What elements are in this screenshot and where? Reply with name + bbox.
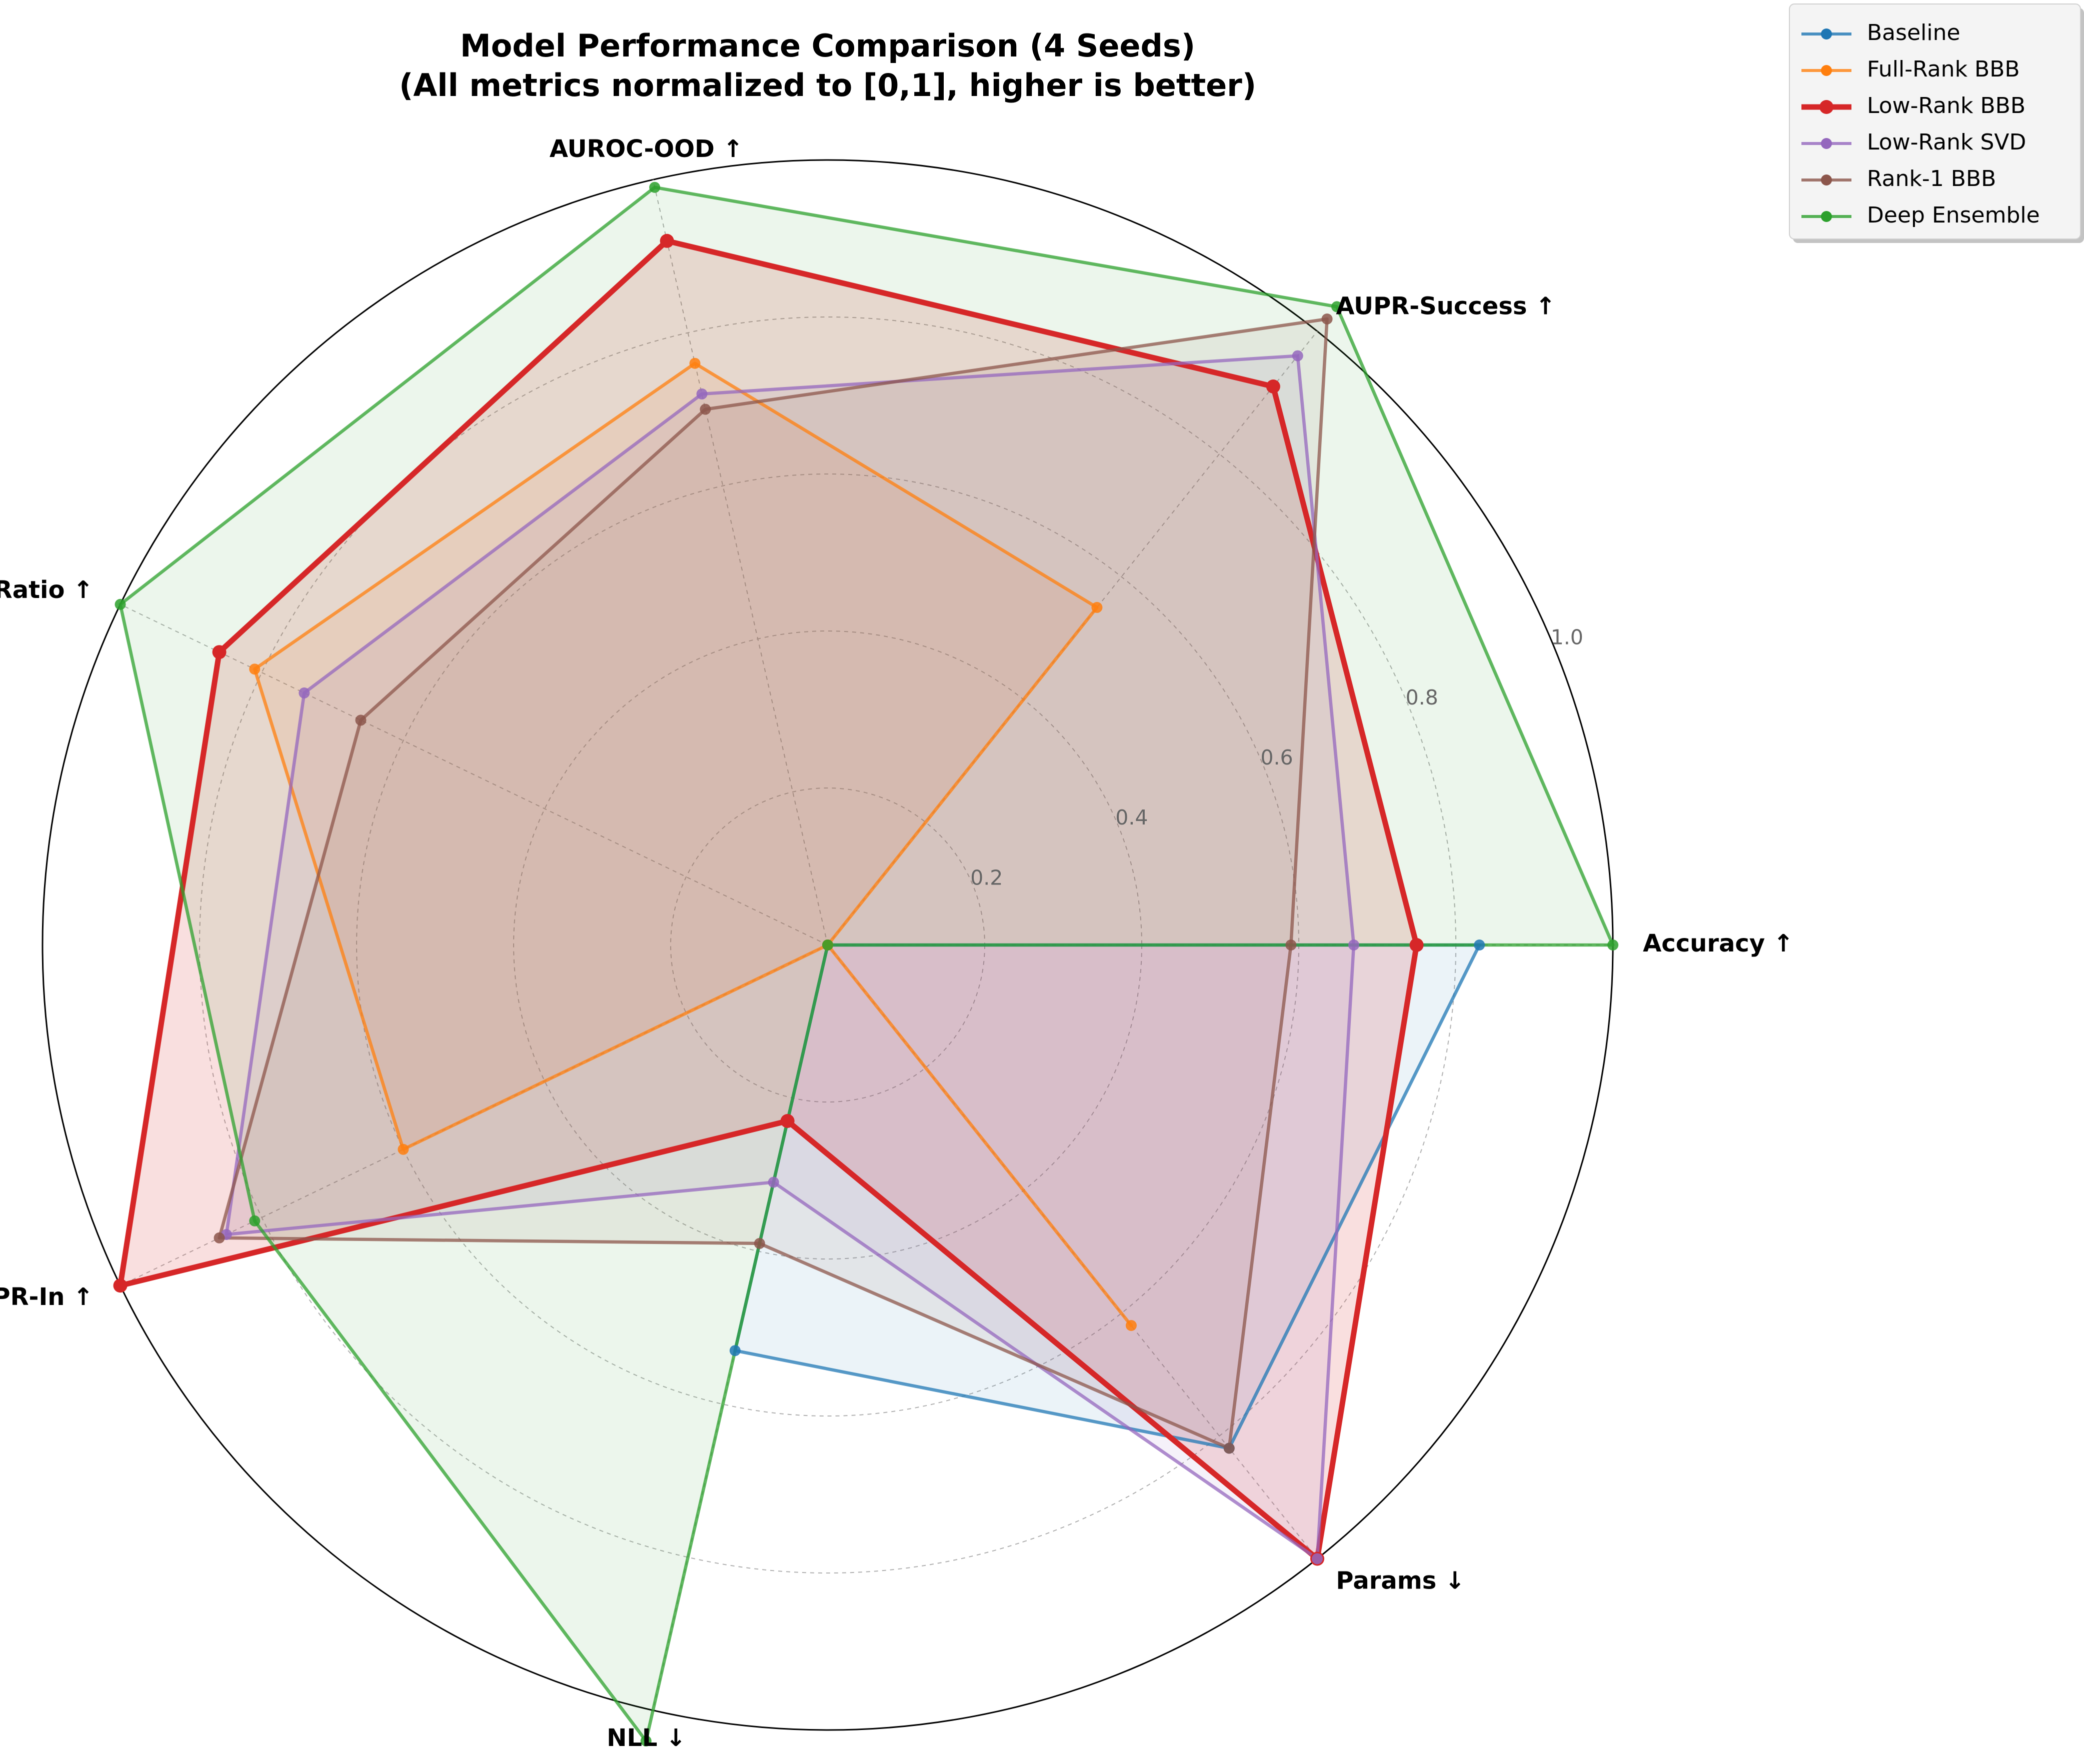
point-rank-1-bbb-params — [1223, 1442, 1235, 1454]
point-full-rank-bbb-auroc-ood — [689, 358, 701, 369]
point-low-rank-svd-accuracy — [1348, 940, 1359, 950]
chart-title: Model Performance Comparison (4 Seeds) — [460, 28, 1195, 64]
legend-swatch-marker — [1821, 174, 1832, 186]
series-fill-rank-1-bbb — [219, 319, 1327, 1448]
point-low-rank-svd-auroc-ood — [696, 388, 708, 400]
legend-item-deep-ensemble: Deep Ensemble — [1801, 202, 2040, 228]
point-deep-ensemble-mi-ratio — [115, 598, 126, 610]
series-line-full-rank-bbb — [253, 362, 1133, 1328]
axis-label-mi-ratio: MI Ratio ↑ — [0, 576, 93, 604]
legend-label: Deep Ensemble — [1867, 202, 2040, 228]
point-rank-1-bbb-auroc-ood — [700, 404, 711, 415]
legend-item-baseline: Baseline — [1801, 20, 1960, 46]
point-deep-ensemble-nll — [640, 1735, 652, 1746]
legend-swatch-marker — [1821, 65, 1832, 76]
legend-swatch-marker — [1821, 211, 1832, 222]
chart-legend: Baseline Full-Rank BBB Low-Rank BBB Low-Ran… — [1789, 4, 2084, 243]
point-deep-ensemble-aupr-in — [249, 1215, 261, 1226]
point-rank-1-bbb-mi-ratio — [355, 714, 367, 726]
radial-tick-labels: 0.2 0.4 0.6 0.8 1.0 — [970, 626, 1583, 890]
point-deep-ensemble-auroc-ood — [649, 182, 661, 193]
series-fill-baseline — [735, 945, 1480, 1448]
legend-swatch-marker — [1821, 28, 1832, 40]
legend-swatch-marker — [1821, 138, 1832, 149]
radial-tick-label: 0.2 — [970, 866, 1003, 890]
legend-label: Full-Rank BBB — [1867, 56, 2020, 82]
legend-label: Rank-1 BBB — [1867, 166, 1996, 192]
point-deep-ensemble-aupr-success — [1331, 301, 1342, 312]
point-full-rank-bbb-params — [1125, 1320, 1137, 1331]
point-low-rank-svd-mi-ratio — [299, 687, 310, 698]
point-low-rank-svd-aupr-success — [1292, 350, 1303, 362]
chart-subtitle: (All metrics normalized to [0,1], higher… — [399, 67, 1256, 104]
legend-label: Low-Rank SVD — [1867, 130, 2026, 155]
axis-label-accuracy: Accuracy ↑ — [1643, 930, 1793, 958]
axis-label-auroc-ood: AUROC-OOD ↑ — [550, 135, 743, 163]
series-line-rank-1-bbb — [218, 317, 1329, 1450]
series-points — [113, 182, 1618, 1746]
point-low-rank-bbb-aupr-in — [113, 1278, 128, 1293]
axis-label-aupr-in: AUPR-In ↑ — [0, 1283, 93, 1311]
point-deep-ensemble-params — [822, 940, 833, 950]
axis-labels: Accuracy ↑ AUPR-Success ↑ AUROC-OOD ↑ MI Ra… — [0, 135, 1793, 1752]
series-fill-full-rank-bbb — [255, 363, 1131, 1326]
point-full-rank-bbb-aupr-success — [1091, 602, 1103, 613]
point-low-rank-bbb-accuracy — [1409, 938, 1424, 952]
chart-title-group: Model Performance Comparison (4 Seeds) (… — [399, 28, 1256, 104]
legend-box — [1789, 4, 2081, 240]
legend-label: Low-Rank BBB — [1867, 93, 2025, 118]
series-fills — [120, 187, 1613, 1741]
legend-item-low-rank-bbb: Low-Rank BBB — [1801, 93, 2025, 118]
point-low-rank-bbb-aupr-success — [1266, 380, 1280, 394]
series-line-low-rank-svd — [225, 354, 1356, 1560]
point-low-rank-svd-nll — [768, 1176, 779, 1188]
series-line-deep-ensemble — [119, 186, 1615, 1743]
axis-label-params: Params ↓ — [1336, 1566, 1465, 1594]
point-baseline-nll — [729, 1345, 741, 1356]
axis-label-aupr-success: AUPR-Success ↑ — [1336, 292, 1555, 320]
point-low-rank-bbb-nll — [780, 1114, 795, 1128]
point-low-rank-svd-params — [1311, 1553, 1323, 1564]
axis-label-nll: NLL ↓ — [607, 1724, 686, 1752]
series-fill-low-rank-bbb — [120, 240, 1417, 1559]
spoke-mi-ratio — [120, 604, 828, 946]
spoke-auroc-ood — [652, 180, 828, 946]
point-rank-1-bbb-aupr-success — [1321, 314, 1333, 324]
radial-tick-label: 0.4 — [1115, 806, 1148, 830]
legend-item-rank-1-bbb: Rank-1 BBB — [1801, 166, 1996, 192]
point-deep-ensemble-accuracy — [1607, 940, 1618, 950]
radial-tick-label: 0.6 — [1260, 746, 1293, 770]
point-rank-1-bbb-accuracy — [1285, 940, 1297, 950]
point-rank-1-bbb-nll — [754, 1238, 765, 1249]
radial-tick-label: 1.0 — [1551, 626, 1583, 650]
series-fill-low-rank-svd — [226, 356, 1354, 1559]
legend-label: Baseline — [1867, 20, 1960, 46]
point-full-rank-bbb-aupr-in — [398, 1144, 409, 1155]
point-low-rank-bbb-mi-ratio — [212, 645, 227, 660]
legend-item-full-rank-bbb: Full-Rank BBB — [1801, 56, 2020, 82]
legend-swatch-marker — [1819, 100, 1833, 114]
point-rank-1-bbb-aupr-in — [214, 1232, 225, 1244]
series-fill-deep-ensemble — [120, 187, 1613, 1741]
point-full-rank-bbb-mi-ratio — [249, 664, 261, 675]
radial-tick-label: 0.8 — [1405, 686, 1438, 710]
point-baseline-accuracy — [1474, 940, 1485, 950]
legend-item-low-rank-svd: Low-Rank SVD — [1801, 130, 2026, 155]
point-low-rank-bbb-auroc-ood — [660, 234, 674, 248]
